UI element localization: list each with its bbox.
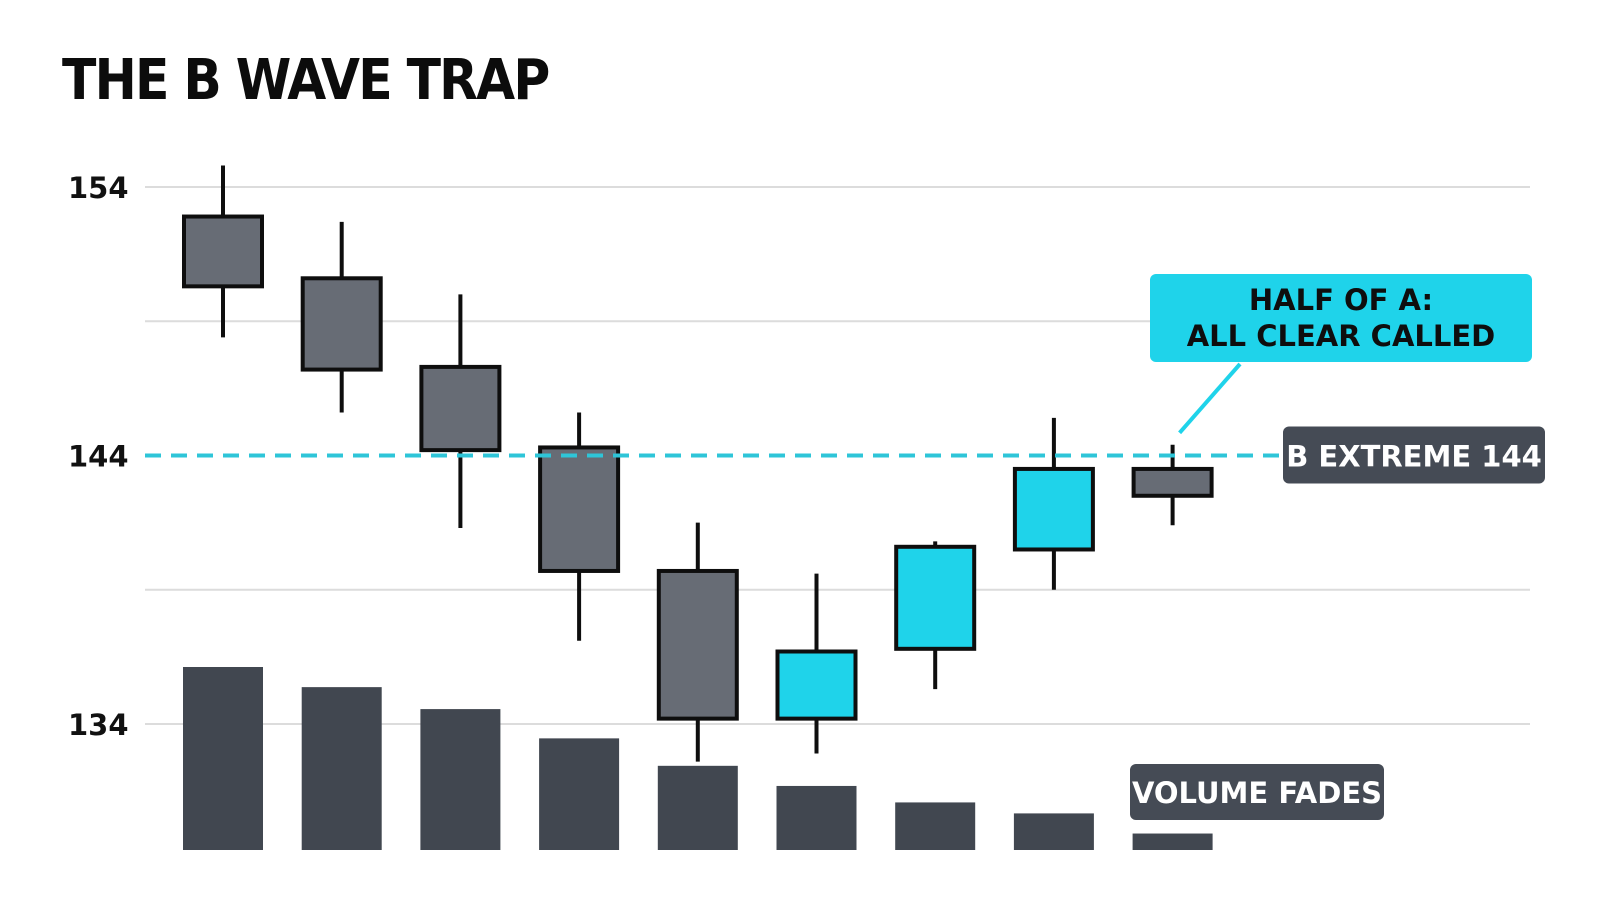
annotations: HALF OF A:ALL CLEAR CALLED VOLUME FADES <box>1130 274 1532 820</box>
candle-body <box>656 568 739 721</box>
candle <box>182 165 264 338</box>
candle-body <box>538 445 621 573</box>
reference-label: B EXTREME 144 <box>1286 440 1542 474</box>
volume-bar <box>539 738 620 850</box>
candle-body <box>1012 466 1095 552</box>
candle-body <box>1131 466 1214 498</box>
candle-body <box>894 544 977 651</box>
volume-bar <box>895 802 976 850</box>
y-tick-label: 154 <box>68 171 129 205</box>
volume-bar <box>183 667 263 850</box>
volume-label-box <box>1130 764 1384 820</box>
candle <box>1131 444 1214 526</box>
candles <box>182 165 1214 762</box>
candle <box>419 294 502 528</box>
y-tick-label: 134 <box>68 708 129 742</box>
volume-bar <box>420 709 501 850</box>
reference-label-box <box>1283 426 1545 484</box>
candle-body <box>300 276 383 372</box>
candle <box>775 573 858 754</box>
callout-pointer <box>1178 362 1242 435</box>
candle <box>656 522 739 762</box>
candle-body <box>419 364 502 453</box>
volume-label: VOLUME FADES <box>1132 776 1382 810</box>
volume-bar <box>657 765 738 850</box>
y-axis-ticks: 134 144 154 <box>68 171 129 742</box>
volume-bars <box>183 667 1213 850</box>
volume-bar <box>301 687 382 850</box>
candle <box>538 412 621 641</box>
volume-bar <box>776 785 857 850</box>
candle-body <box>775 649 858 721</box>
volume-bar <box>1132 833 1213 850</box>
candle <box>894 541 977 690</box>
callout-text-line: ALL CLEAR CALLED <box>1187 319 1496 353</box>
y-tick-label: 144 <box>68 440 129 474</box>
callout-text-line: HALF OF A: <box>1249 283 1433 317</box>
callout-box <box>1150 274 1532 362</box>
candle <box>1012 417 1095 590</box>
reference-line-group: B EXTREME 144 <box>145 426 1545 484</box>
candle-body <box>182 214 264 289</box>
candle <box>300 221 383 413</box>
volume-bar <box>1013 813 1094 850</box>
chart-title: THE B WAVE TRAP <box>62 48 550 113</box>
